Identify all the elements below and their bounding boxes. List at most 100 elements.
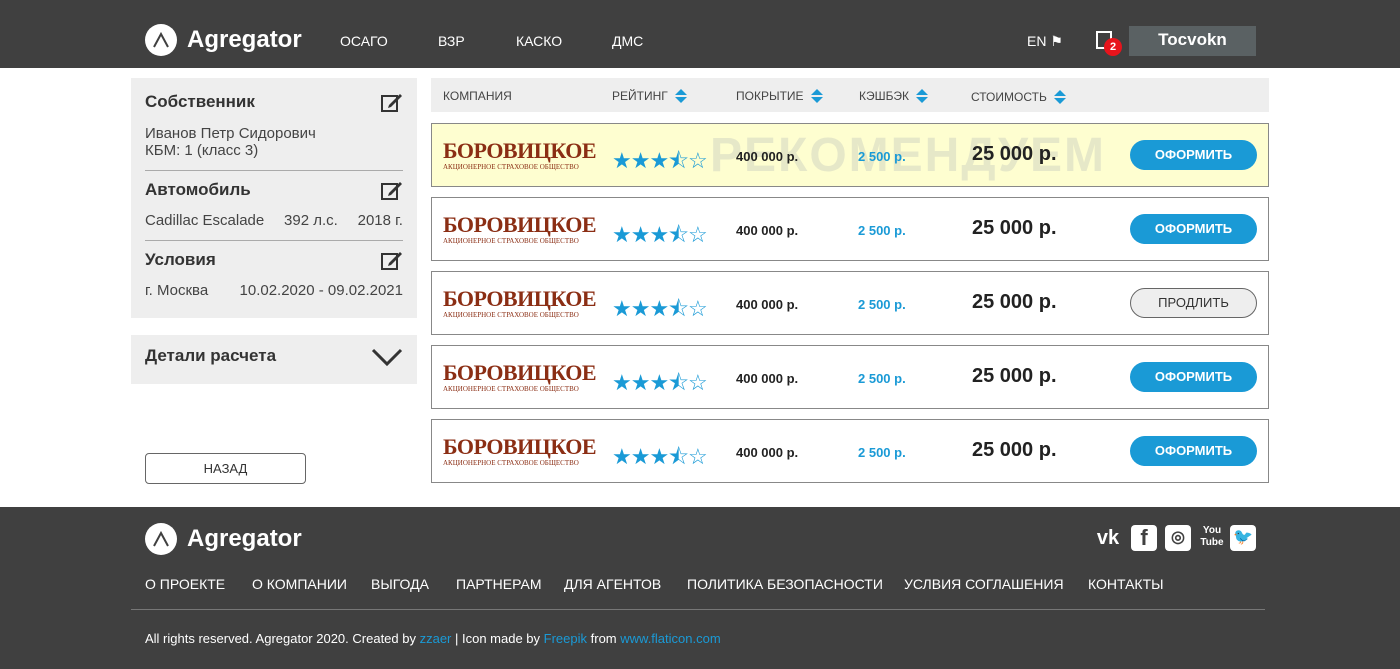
footer-logo[interactable]: Agregator xyxy=(145,523,302,555)
language-switch[interactable]: EN ⚑ xyxy=(1027,33,1063,50)
copy-text: from xyxy=(587,631,621,646)
company-name: БОРОВИЦКОЕ xyxy=(443,212,597,237)
apply-button[interactable]: ОФОРМИТЬ xyxy=(1130,214,1257,244)
chevron-down-icon[interactable] xyxy=(371,347,403,367)
author-link[interactable]: zzaer xyxy=(419,631,452,646)
company-name: БОРОВИЦКОЕ xyxy=(443,286,597,311)
lang-label: EN xyxy=(1027,33,1047,49)
company-name: БОРОВИЦКОЕ xyxy=(443,434,597,459)
offer-row: БОРОВИЦКОЕ АКЦИОНЕРНОЕ СТРАХОВОЕ ОБЩЕСТВО… xyxy=(431,197,1269,261)
footer-nav-terms[interactable]: УСЛВИЯ СОГЛАШЕНИЯ xyxy=(904,576,1064,592)
details-title: Детали расчета xyxy=(145,346,277,365)
nav-dms[interactable]: ДМС xyxy=(612,33,644,49)
edit-icon[interactable] xyxy=(381,92,403,112)
logo-icon xyxy=(145,24,177,56)
coverage: 400 000 р. xyxy=(736,445,799,460)
header: Agregator ОСАГО ВЗР КАСКО ДМС EN ⚑ 2 Toc… xyxy=(0,0,1400,68)
car-section: Автомобиль Cadillac Escalade 392 л.с. 2018… xyxy=(145,180,403,229)
terms-title: Условия xyxy=(145,250,216,269)
youtube-icon[interactable]: You Tube xyxy=(1200,525,1224,548)
rating-stars: ★★★⯪☆ xyxy=(612,148,708,173)
company-subtitle: АКЦИОНЕРНОЕ СТРАХОВОЕ ОБЩЕСТВО xyxy=(443,311,579,319)
car-title: Автомобиль xyxy=(145,180,251,199)
car-year: 2018 г. xyxy=(357,212,403,229)
logo-text: Agregator xyxy=(187,525,302,552)
coverage: 400 000 р. xyxy=(736,371,799,386)
price: 25 000 р. xyxy=(972,291,1057,313)
user-button[interactable]: Tocvokn xyxy=(1129,26,1256,56)
edit-icon[interactable] xyxy=(381,180,403,200)
footer-nav-privacy[interactable]: ПОЛИТИКА БЕЗОПАСНОСТИ xyxy=(687,576,883,592)
company-logo: БОРОВИЦКОЕ АКЦИОНЕРНОЕ СТРАХОВОЕ ОБЩЕСТВО xyxy=(443,212,597,246)
cashback: 2 500 р. xyxy=(858,445,906,460)
col-label: КОМПАНИЯ xyxy=(443,89,512,103)
col-label: СТОИМОСТЬ xyxy=(971,90,1047,104)
company-logo: БОРОВИЦКОЕ АКЦИОНЕРНОЕ СТРАХОВОЕ ОБЩЕСТВО xyxy=(443,360,597,394)
footer-nav-agents[interactable]: ДЛЯ АГЕНТОВ xyxy=(564,576,662,592)
nav-vzr[interactable]: ВЗР xyxy=(438,33,465,49)
offer-row: БОРОВИЦКОЕ АКЦИОНЕРНОЕ СТРАХОВОЕ ОБЩЕСТВО… xyxy=(431,271,1269,335)
table-header: КОМПАНИЯ РЕЙТИНГ ПОКРЫТИЕ КЭШБЭК СТОИМОС… xyxy=(431,78,1269,112)
flaticon-link[interactable]: www.flaticon.com xyxy=(620,631,721,646)
col-price[interactable]: СТОИМОСТЬ xyxy=(971,90,1066,104)
price: 25 000 р. xyxy=(972,143,1057,165)
offer-row: БОРОВИЦКОЕ АКЦИОНЕРНОЕ СТРАХОВОЕ ОБЩЕСТВО… xyxy=(431,419,1269,483)
sort-icon[interactable] xyxy=(915,89,928,103)
sort-icon[interactable] xyxy=(810,89,823,103)
owner-kbm: КБМ: 1 (класс 3) xyxy=(145,142,259,159)
footer-nav-about[interactable]: О ПРОЕКТЕ xyxy=(145,576,226,592)
instagram-icon[interactable]: ◎ xyxy=(1165,525,1191,551)
nav-osago[interactable]: ОСАГО xyxy=(340,33,388,49)
col-label: ПОКРЫТИЕ xyxy=(736,89,804,103)
vk-icon[interactable]: vk xyxy=(1096,527,1120,549)
logo[interactable]: Agregator xyxy=(145,24,302,56)
back-button[interactable]: НАЗАД xyxy=(145,453,306,484)
copyright: All rights reserved. Agregator 2020. Cre… xyxy=(145,631,721,646)
nav-kasko[interactable]: КАСКО xyxy=(516,33,563,49)
twitter-icon[interactable]: 🐦 xyxy=(1230,525,1256,551)
sort-icon[interactable] xyxy=(674,89,687,103)
company-subtitle: АКЦИОНЕРНОЕ СТРАХОВОЕ ОБЩЕСТВО xyxy=(443,459,579,467)
company-subtitle: АКЦИОНЕРНОЕ СТРАХОВОЕ ОБЩЕСТВО xyxy=(443,163,579,171)
footer-nav-contacts[interactable]: КОНТАКТЫ xyxy=(1088,576,1164,592)
rating-stars: ★★★⯪☆ xyxy=(612,370,708,395)
footer-nav-benefit[interactable]: ВЫГОДА xyxy=(371,576,429,592)
offer-row: БОРОВИЦКОЕ АКЦИОНЕРНОЕ СТРАХОВОЕ ОБЩЕСТВО… xyxy=(431,345,1269,409)
details-toggle[interactable]: Детали расчета xyxy=(131,335,417,384)
coverage: 400 000 р. xyxy=(736,223,799,238)
apply-button[interactable]: ОФОРМИТЬ xyxy=(1130,362,1257,392)
edit-icon[interactable] xyxy=(381,250,403,270)
cashback: 2 500 р. xyxy=(858,371,906,386)
rating-stars: ★★★⯪☆ xyxy=(612,444,708,469)
sort-icon[interactable] xyxy=(1053,90,1066,104)
apply-button[interactable]: ОФОРМИТЬ xyxy=(1130,436,1257,466)
summary-panel: Собственник Иванов Петр Сидорович КБМ: 1… xyxy=(131,78,417,318)
company-logo: БОРОВИЦКОЕ АКЦИОНЕРНОЕ СТРАХОВОЕ ОБЩЕСТВО xyxy=(443,286,597,320)
owner-section: Собственник Иванов Петр Сидорович КБМ: 1… xyxy=(145,92,403,159)
footer-nav-company[interactable]: О КОМПАНИИ xyxy=(252,576,347,592)
car-model: Cadillac Escalade xyxy=(145,212,265,229)
renew-button[interactable]: ПРОДЛИТЬ xyxy=(1130,288,1257,318)
freepik-link[interactable]: Freepik xyxy=(543,631,588,646)
terms-city: г. Москва xyxy=(145,282,209,299)
cashback: 2 500 р. xyxy=(858,297,906,312)
footer-nav-partners[interactable]: ПАРТНЕРАМ xyxy=(456,576,542,592)
facebook-icon[interactable]: f xyxy=(1131,525,1157,551)
flag-icon: ⚑ xyxy=(1046,33,1063,49)
col-label: КЭШБЭК xyxy=(859,89,909,103)
company-logo: БОРОВИЦКОЕ АКЦИОНЕРНОЕ СТРАХОВОЕ ОБЩЕСТВО xyxy=(443,140,597,172)
footer: Agregator vk f ◎ You Tube 🐦 О ПРОЕКТЕ О К… xyxy=(0,507,1400,669)
price: 25 000 р. xyxy=(972,365,1057,387)
cashback: 2 500 р. xyxy=(858,149,906,164)
company-name: БОРОВИЦКОЕ xyxy=(443,360,597,385)
coverage: 400 000 р. xyxy=(736,149,799,164)
car-power: 392 л.с. xyxy=(284,212,338,229)
logo-text: Agregator xyxy=(187,26,302,53)
col-cashback[interactable]: КЭШБЭК xyxy=(859,89,928,103)
notification-badge: 2 xyxy=(1104,38,1122,56)
apply-button[interactable]: ОФОРМИТЬ xyxy=(1130,140,1257,170)
col-rating[interactable]: РЕЙТИНГ xyxy=(612,89,687,103)
company-subtitle: АКЦИОНЕРНОЕ СТРАХОВОЕ ОБЩЕСТВО xyxy=(443,237,579,245)
col-coverage[interactable]: ПОКРЫТИЕ xyxy=(736,89,823,103)
col-label: РЕЙТИНГ xyxy=(612,89,668,103)
